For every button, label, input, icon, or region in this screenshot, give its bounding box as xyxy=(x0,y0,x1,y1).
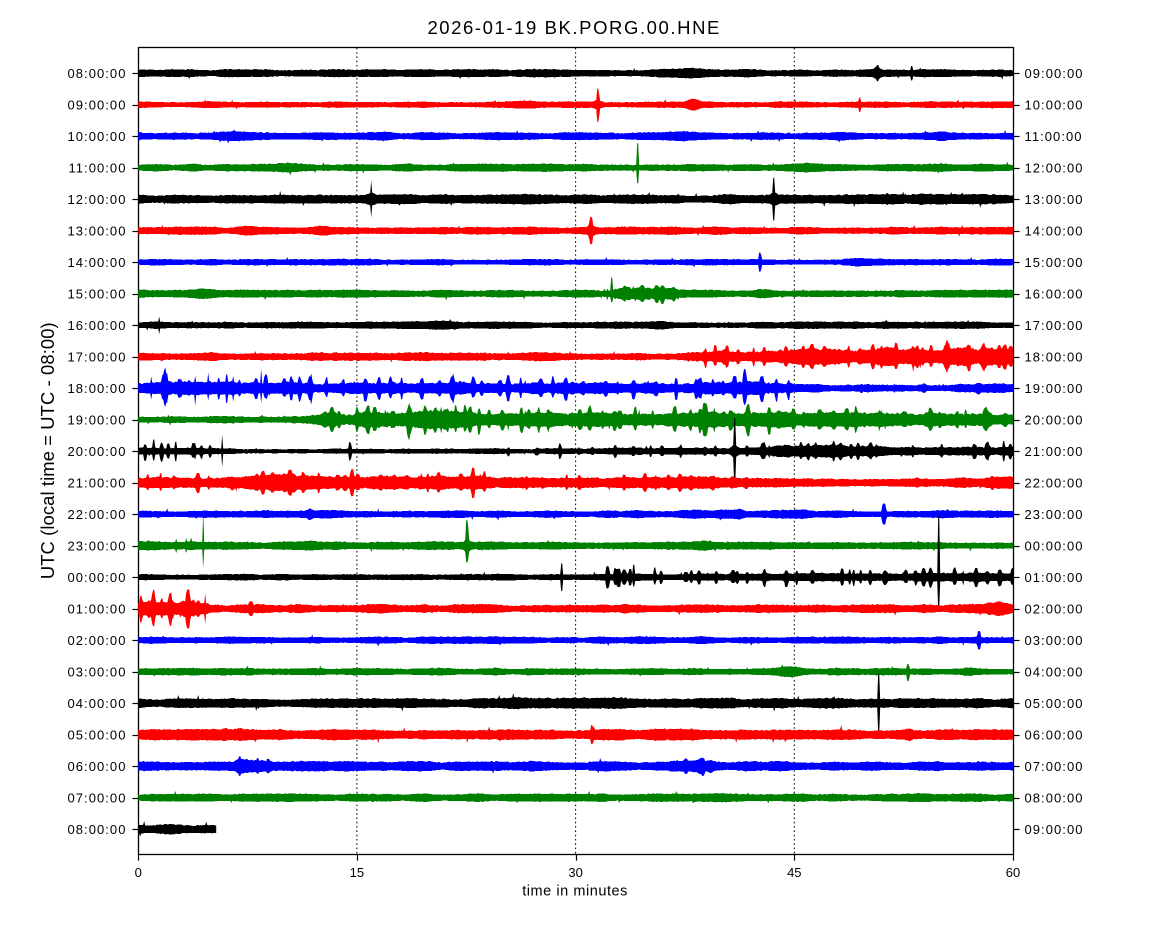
svg-text:09:00:00: 09:00:00 xyxy=(1025,66,1084,81)
svg-text:11:00:00: 11:00:00 xyxy=(1025,129,1083,144)
svg-text:10:00:00: 10:00:00 xyxy=(67,129,126,144)
svg-text:23:00:00: 23:00:00 xyxy=(1025,507,1084,522)
svg-text:12:00:00: 12:00:00 xyxy=(1025,161,1084,176)
svg-text:08:00:00: 08:00:00 xyxy=(1025,791,1084,806)
svg-text:06:00:00: 06:00:00 xyxy=(67,759,126,774)
svg-text:10:00:00: 10:00:00 xyxy=(1025,98,1084,113)
svg-text:05:00:00: 05:00:00 xyxy=(1025,696,1084,711)
svg-text:30: 30 xyxy=(568,865,582,880)
svg-text:12:00:00: 12:00:00 xyxy=(67,192,126,207)
svg-text:08:00:00: 08:00:00 xyxy=(67,822,126,837)
svg-text:15:00:00: 15:00:00 xyxy=(1025,255,1084,270)
svg-text:13:00:00: 13:00:00 xyxy=(1025,192,1084,207)
svg-text:03:00:00: 03:00:00 xyxy=(67,665,126,680)
svg-text:09:00:00: 09:00:00 xyxy=(1025,822,1084,837)
svg-text:19:00:00: 19:00:00 xyxy=(67,413,126,428)
svg-text:14:00:00: 14:00:00 xyxy=(67,255,126,270)
svg-text:17:00:00: 17:00:00 xyxy=(67,350,126,365)
svg-text:20:00:00: 20:00:00 xyxy=(67,444,126,459)
svg-text:45: 45 xyxy=(787,865,801,880)
svg-text:00:00:00: 00:00:00 xyxy=(1025,539,1084,554)
svg-text:0: 0 xyxy=(135,865,142,880)
svg-text:18:00:00: 18:00:00 xyxy=(1025,350,1084,365)
svg-text:20:00:00: 20:00:00 xyxy=(1025,413,1084,428)
svg-text:time in minutes: time in minutes xyxy=(522,883,628,899)
svg-text:60: 60 xyxy=(1006,865,1020,880)
svg-text:01:00:00: 01:00:00 xyxy=(67,602,126,617)
svg-text:21:00:00: 21:00:00 xyxy=(67,476,126,491)
svg-text:19:00:00: 19:00:00 xyxy=(1025,381,1084,396)
svg-text:13:00:00: 13:00:00 xyxy=(67,224,126,239)
svg-text:15: 15 xyxy=(350,865,364,880)
svg-text:08:00:00: 08:00:00 xyxy=(67,66,126,81)
svg-text:09:00:00: 09:00:00 xyxy=(67,98,126,113)
svg-text:22:00:00: 22:00:00 xyxy=(1025,476,1084,491)
svg-text:17:00:00: 17:00:00 xyxy=(1025,318,1084,333)
svg-text:06:00:00: 06:00:00 xyxy=(1025,728,1084,743)
svg-text:01:00:00: 01:00:00 xyxy=(1025,570,1084,585)
svg-text:15:00:00: 15:00:00 xyxy=(67,287,126,302)
svg-text:22:00:00: 22:00:00 xyxy=(67,507,126,522)
svg-text:14:00:00: 14:00:00 xyxy=(1025,224,1084,239)
svg-text:UTC (local time = UTC - 08:00): UTC (local time = UTC - 08:00) xyxy=(37,322,58,579)
svg-text:04:00:00: 04:00:00 xyxy=(1025,665,1084,680)
svg-text:07:00:00: 07:00:00 xyxy=(1025,759,1084,774)
svg-text:07:00:00: 07:00:00 xyxy=(67,791,126,806)
svg-text:02:00:00: 02:00:00 xyxy=(67,633,126,648)
svg-text:02:00:00: 02:00:00 xyxy=(1025,602,1084,617)
svg-text:23:00:00: 23:00:00 xyxy=(67,539,126,554)
svg-text:21:00:00: 21:00:00 xyxy=(1025,444,1084,459)
svg-text:18:00:00: 18:00:00 xyxy=(67,381,126,396)
svg-text:00:00:00: 00:00:00 xyxy=(67,570,126,585)
svg-text:05:00:00: 05:00:00 xyxy=(67,728,126,743)
svg-text:03:00:00: 03:00:00 xyxy=(1025,633,1084,648)
svg-text:16:00:00: 16:00:00 xyxy=(67,318,126,333)
svg-text:2026-01-19 BK.PORG.00.HNE: 2026-01-19 BK.PORG.00.HNE xyxy=(427,17,721,38)
svg-text:16:00:00: 16:00:00 xyxy=(1025,287,1084,302)
svg-text:11:00:00: 11:00:00 xyxy=(68,161,126,176)
svg-text:04:00:00: 04:00:00 xyxy=(67,696,126,711)
